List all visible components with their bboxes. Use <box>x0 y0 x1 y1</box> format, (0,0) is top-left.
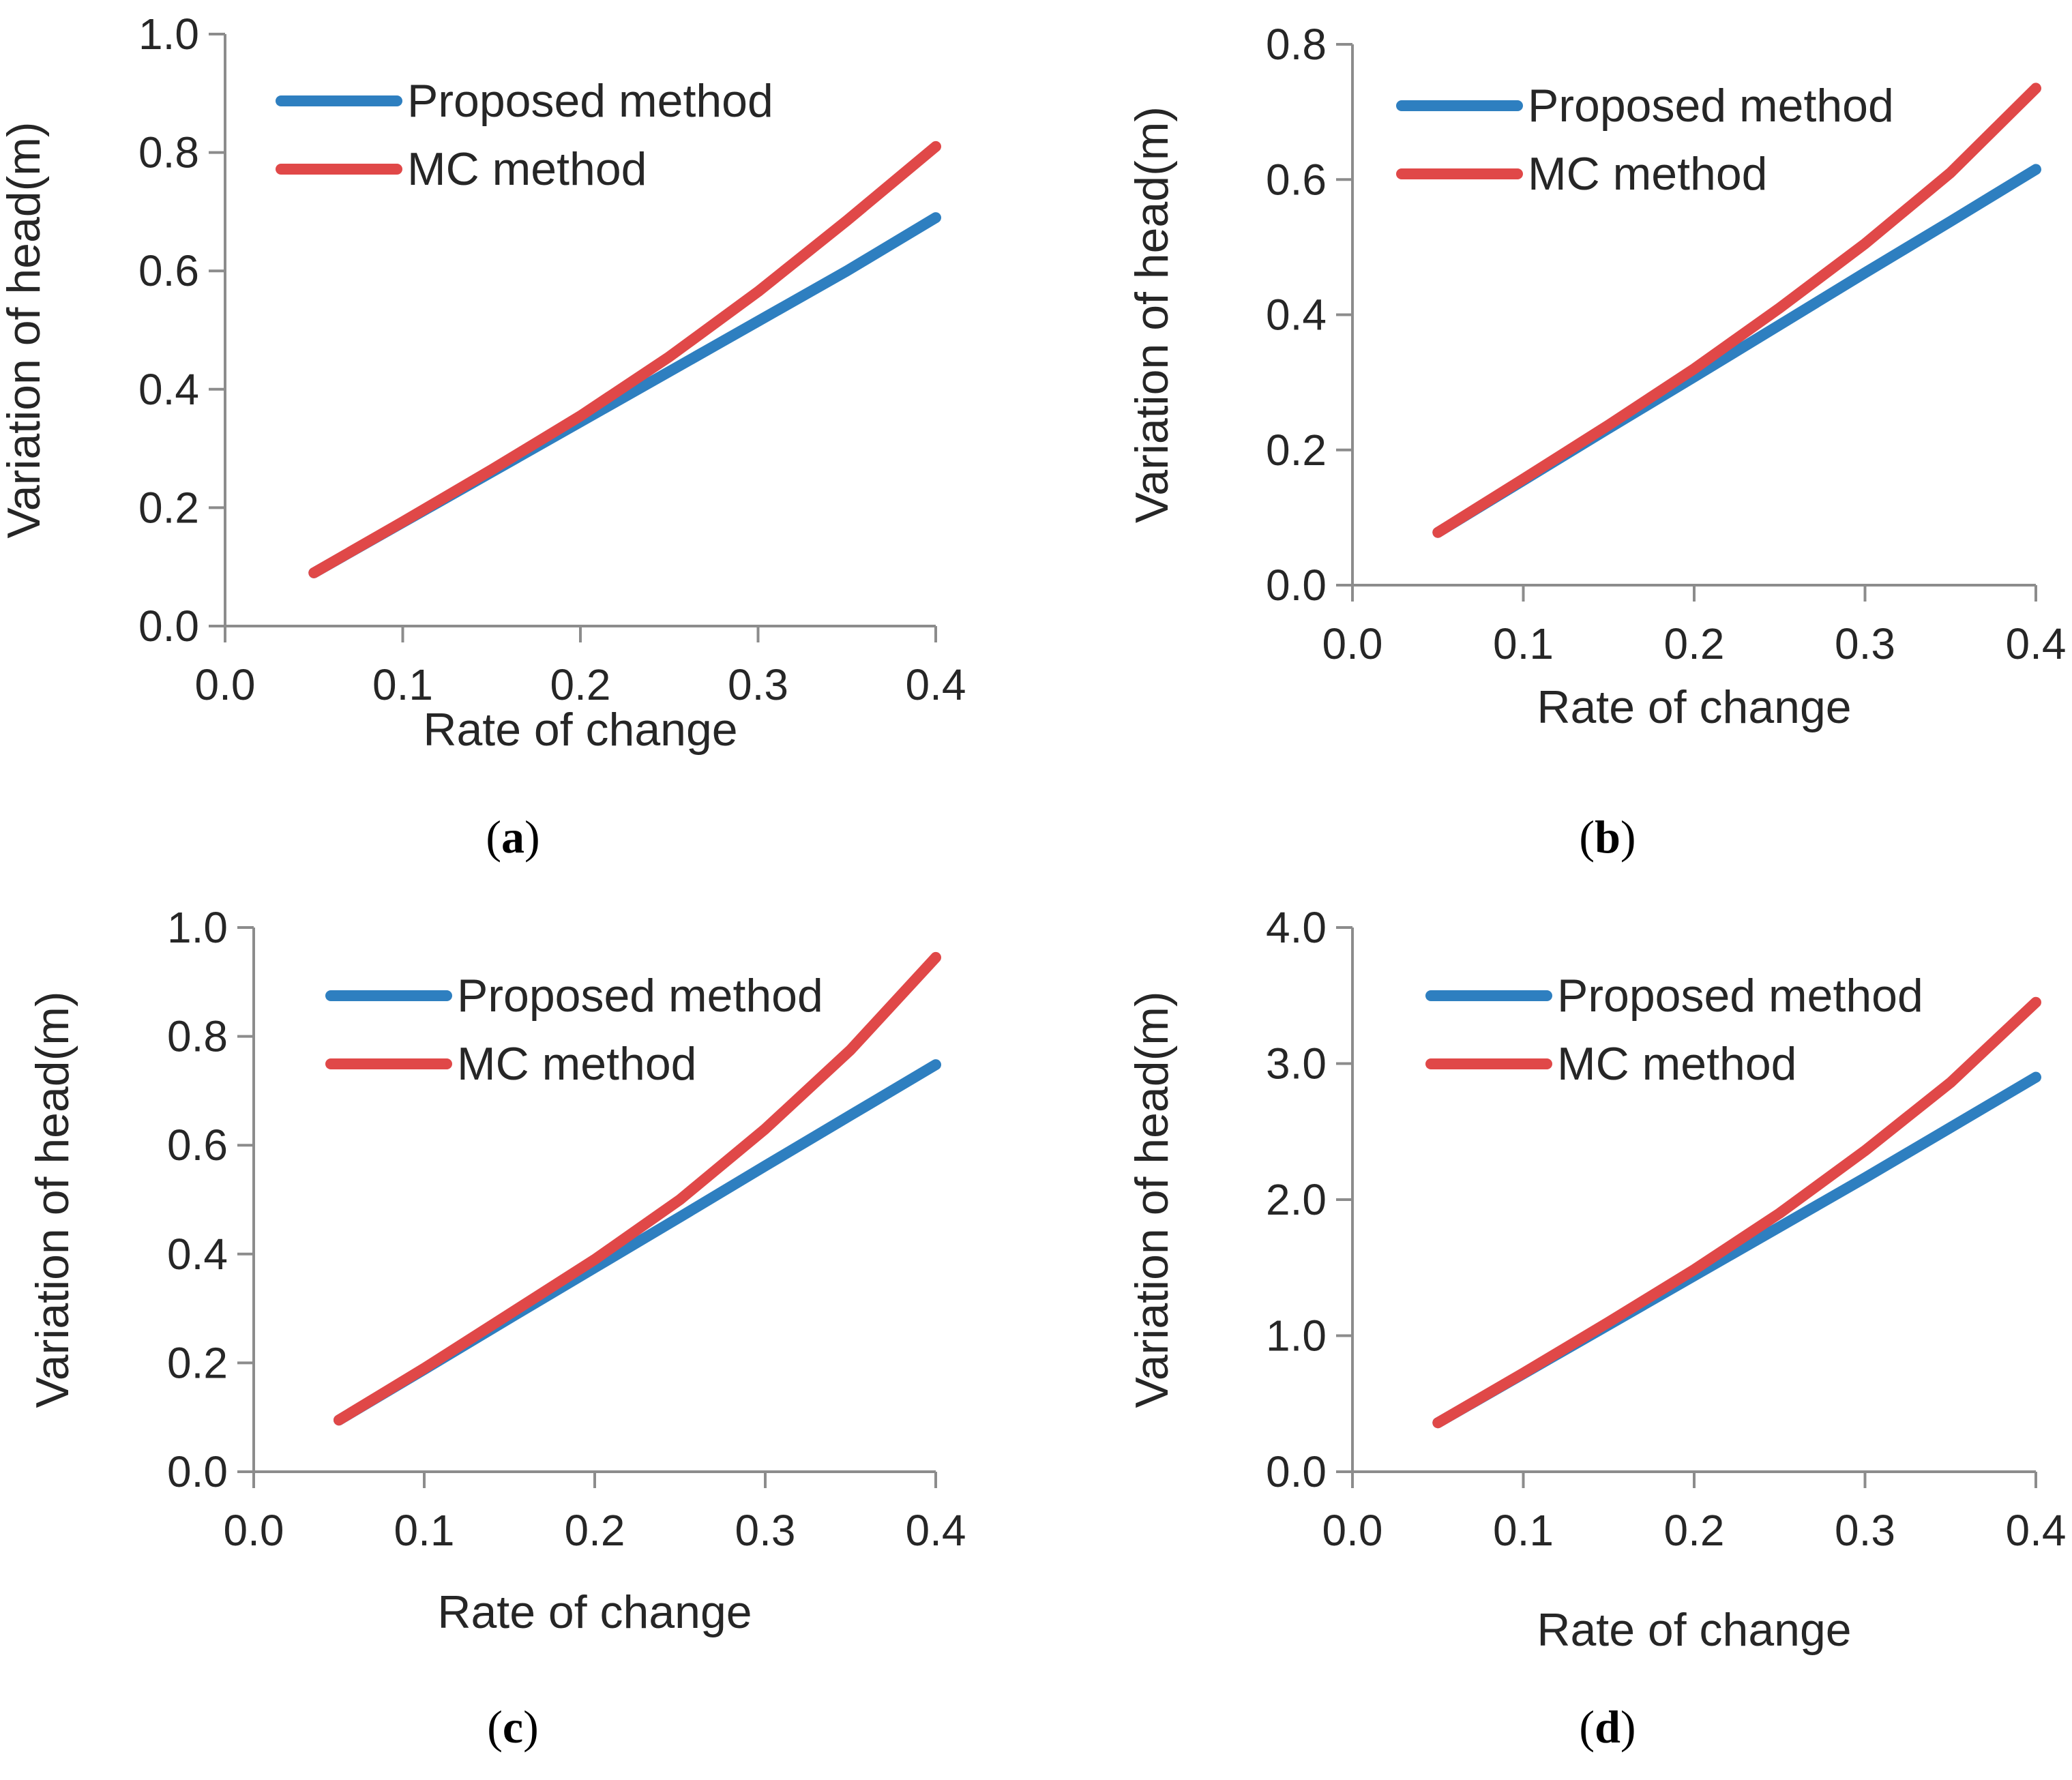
x-tick-label: 0.0 <box>1322 619 1383 668</box>
y-axis-label: Variation of head(m) <box>1126 106 1178 523</box>
y-tick-label: 0.6 <box>138 246 199 295</box>
y-axis-label: Variation of head(m) <box>27 991 78 1408</box>
x-tick-label: 0.4 <box>2006 1506 2067 1555</box>
x-tick-label: 0.4 <box>906 660 966 709</box>
series-line-mc <box>1432 996 2041 1429</box>
x-tick-label: 0.3 <box>1835 619 1895 668</box>
y-tick-label: 0.4 <box>1266 291 1327 340</box>
x-tick-label: 0.2 <box>565 1506 625 1555</box>
x-axis-label: Rate of change <box>423 704 737 756</box>
y-tick-label: 1.0 <box>138 10 199 59</box>
y-tick-label: 3.0 <box>1266 1039 1327 1088</box>
y-tick-label: 0.0 <box>138 602 199 651</box>
y-tick-label: 1.0 <box>167 903 228 952</box>
y-tick-label: 0.2 <box>138 483 199 532</box>
x-tick-label: 0.1 <box>372 660 433 709</box>
y-tick-label: 2.0 <box>1266 1175 1327 1224</box>
y-tick-label: 0.8 <box>167 1012 228 1061</box>
x-tick-label: 0.2 <box>1664 1506 1725 1555</box>
y-tick-label: 0.0 <box>1266 561 1327 610</box>
x-tick-label: 0.3 <box>728 660 788 709</box>
x-tick-label: 0.4 <box>906 1506 966 1555</box>
x-axis-label: Rate of change <box>1537 1604 1851 1656</box>
y-tick-label: 0.6 <box>1266 155 1327 204</box>
x-tick-label: 0.0 <box>195 660 256 709</box>
series-line-mc <box>334 951 941 1426</box>
y-tick-label: 0.0 <box>167 1447 228 1496</box>
series-line-mc <box>308 140 941 578</box>
legend-label-proposed: Proposed method <box>457 970 823 1022</box>
x-tick-label: 0.1 <box>1493 1506 1554 1555</box>
legend-label-mc: MC method <box>1557 1038 1796 1090</box>
legend-label-mc: MC method <box>1528 148 1767 200</box>
x-axis-label: Rate of change <box>437 1586 752 1638</box>
x-tick-label: 0.0 <box>224 1506 284 1555</box>
x-tick-label: 0.1 <box>394 1506 455 1555</box>
y-tick-label: 0.2 <box>167 1338 228 1387</box>
chart-panel-c: 0.0 0.2 0.4 0.6 0.8 1.0 0.0 0.1 0.2 0.3 0.4 Rate of… <box>27 903 966 1753</box>
y-tick-label: 0.2 <box>1266 426 1327 475</box>
y-tick-label: 0.0 <box>1266 1447 1327 1496</box>
legend-label-mc: MC method <box>457 1038 696 1090</box>
x-tick-label: 0.3 <box>735 1506 796 1555</box>
panel-caption: (a) <box>486 811 539 863</box>
panel-caption: (c) <box>487 1701 539 1753</box>
y-tick-label: 0.4 <box>138 365 199 414</box>
y-tick-label: 0.8 <box>138 128 199 177</box>
y-tick-label: 4.0 <box>1266 903 1327 952</box>
x-tick-label: 0.2 <box>1664 619 1725 668</box>
chart-panel-b: 0.0 0.2 0.4 0.6 0.8 0.0 0.1 0.2 0.3 0.4 Rate of ch… <box>1126 20 2066 863</box>
legend-label-proposed: Proposed method <box>1528 80 1894 132</box>
x-tick-label: 0.1 <box>1493 619 1554 668</box>
legend-label-proposed: Proposed method <box>1557 970 1923 1022</box>
x-tick-label: 0.4 <box>2006 619 2067 668</box>
y-tick-label: 0.4 <box>167 1230 228 1279</box>
y-axis-label: Variation of head(m) <box>0 121 50 538</box>
y-tick-label: 0.6 <box>167 1121 228 1170</box>
x-tick-label: 0.3 <box>1835 1506 1895 1555</box>
y-tick-label: 0.8 <box>1266 20 1327 69</box>
panel-caption: (b) <box>1579 811 1636 863</box>
x-axis-label: Rate of change <box>1537 681 1851 733</box>
y-tick-label: 1.0 <box>1266 1311 1327 1361</box>
x-tick-label: 0.2 <box>550 660 611 709</box>
legend-label-mc: MC method <box>407 143 647 195</box>
chart-panel-d: 0.0 1.0 2.0 3.0 4.0 0.0 0.1 0.2 0.3 0.4 Rate of ch… <box>1126 903 2066 1753</box>
panel-caption: (d) <box>1579 1701 1636 1753</box>
series-line-mc <box>1432 83 2041 538</box>
x-tick-label: 0.0 <box>1322 1506 1383 1555</box>
y-axis-label: Variation of head(m) <box>1126 991 1178 1408</box>
legend-label-proposed: Proposed method <box>407 75 773 127</box>
chart-panel-a: 0.0 0.2 0.4 0.6 0.8 1.0 0.0 0.1 0.2 0.3 0.4 Rate of… <box>0 10 966 863</box>
